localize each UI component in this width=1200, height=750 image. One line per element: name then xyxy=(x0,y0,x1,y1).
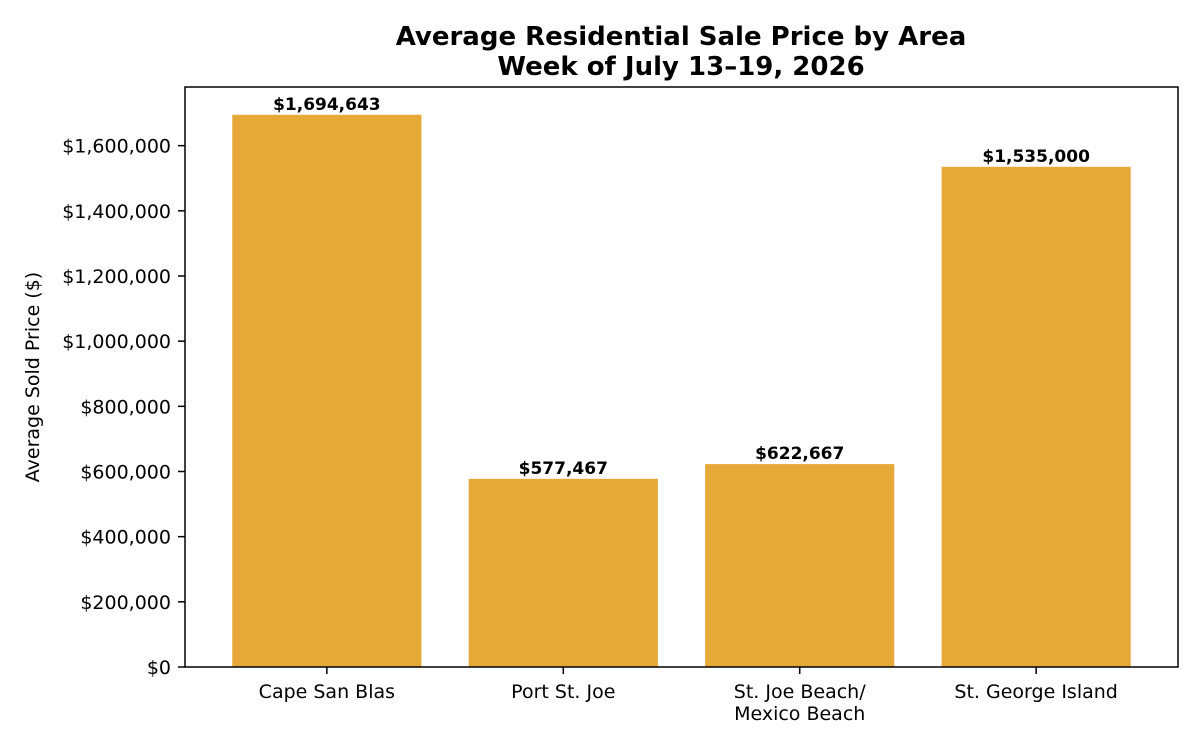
bar-4 xyxy=(941,166,1131,667)
chart-title: Average Residential Sale Price by AreaWe… xyxy=(396,22,967,82)
y-tick-label: $1,400,000 xyxy=(62,201,171,223)
bar-1 xyxy=(232,114,422,667)
plot-frame xyxy=(184,86,1179,668)
y-tick-label: $200,000 xyxy=(80,592,171,614)
data-labels: $1,694,643 $577,467 $622,667 $1,535,000 xyxy=(273,95,1090,479)
x-tick-label-4: St. George Island xyxy=(954,681,1117,703)
data-label-2: $577,467 xyxy=(519,459,608,479)
y-tick-label: $0 xyxy=(147,657,171,679)
x-tick-label-1: Cape San Blas xyxy=(259,681,395,703)
y-axis: $0 $200,000 $400,000 $600,000 $800,000 $1,000… xyxy=(62,136,185,679)
y-tick-label: $600,000 xyxy=(80,461,171,483)
y-axis-label: Average Sold Price ($) xyxy=(22,272,44,482)
data-label-4: $1,535,000 xyxy=(982,147,1090,167)
y-tick-label: $400,000 xyxy=(80,527,171,549)
data-label-1: $1,694,643 xyxy=(273,95,381,115)
x-tick-label-2: Port St. Joe xyxy=(511,681,615,703)
chart-title-line-1: Average Residential Sale Price by Area xyxy=(396,22,967,52)
y-tick-label: $1,200,000 xyxy=(62,266,171,288)
y-tick-label: $1,600,000 xyxy=(62,136,171,158)
bar-2 xyxy=(468,478,658,667)
y-tick-label: $800,000 xyxy=(80,396,171,418)
y-tick-label: $1,000,000 xyxy=(62,331,171,353)
chart-title-line-2: Week of July 13–19, 2026 xyxy=(497,52,864,82)
x-axis: Cape San Blas Port St. Joe St. Joe Beach/M… xyxy=(259,667,1118,725)
data-label-3: $622,667 xyxy=(755,444,844,464)
x-tick-label-3: St. Joe Beach/Mexico Beach xyxy=(734,681,866,725)
bar-3 xyxy=(705,464,895,667)
bars xyxy=(232,114,1131,667)
